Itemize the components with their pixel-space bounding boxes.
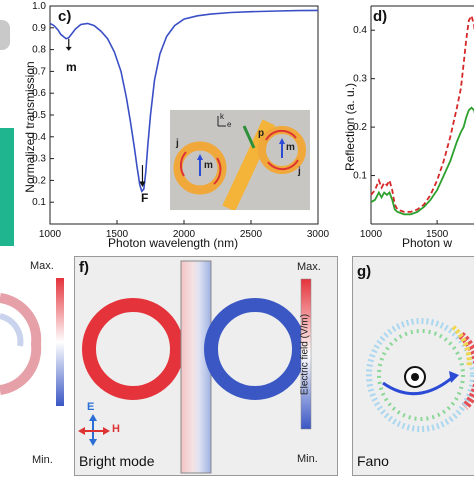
x-tick-label-c: 3000: [307, 229, 330, 240]
f-colorbar-min: Min.: [297, 453, 318, 465]
g-vector-field: [366, 318, 474, 432]
ylabel-d: Reflection (a. u.): [343, 82, 357, 172]
panel-e-max: Max.: [30, 260, 54, 272]
y-tick-label-d: 0.4: [353, 25, 367, 36]
y-tick-label-c: 0.8: [32, 45, 46, 56]
inset-label-p: p: [258, 128, 265, 139]
panel-label-d: d): [373, 8, 388, 25]
reflection-chart: 0.1 0.2 0.3 0.4 1000 1500: [353, 5, 474, 240]
y-tick-label-c: 0.4: [32, 132, 46, 143]
f-legend-h: H: [112, 423, 120, 435]
x-tick-label-c: 1500: [106, 229, 129, 240]
panel-f: f) Max. Min. Electric field (V/m) E H Br…: [74, 256, 338, 476]
y-tick-label-c: 0.3: [32, 154, 46, 165]
x-tick-label-c: 1000: [39, 229, 62, 240]
inset-label-j-left: j: [176, 138, 179, 149]
f-right-ring: [204, 298, 306, 400]
x-tick-label-d: 1000: [360, 229, 383, 240]
f-bar: [180, 260, 212, 474]
x-tick-label-c: 2500: [240, 229, 263, 240]
f-colorbar-max: Max.: [297, 261, 321, 273]
panel-e: Max. Min.: [0, 256, 70, 474]
inset-diagram: j m p m j k e: [170, 110, 310, 212]
panel-g-svg: [366, 318, 474, 432]
panel-e-svg: [0, 278, 64, 406]
y-tick-label-c: 1.0: [32, 1, 46, 12]
reflection-series-dashed: [370, 13, 474, 213]
f-left-ring: [82, 298, 184, 400]
annotation-m: m: [66, 60, 77, 74]
f-colorbar-title: Electric field (V/m): [299, 313, 311, 396]
xlabel-d: Photon w: [402, 236, 453, 250]
m-arrowhead: [65, 46, 72, 51]
y-tick-label-c: 0.6: [32, 88, 46, 99]
panel-label-c: c): [58, 8, 72, 25]
left-sliver-teal: [0, 128, 14, 246]
panel-label-f: f): [79, 259, 89, 276]
y-tick-label-c: 0.9: [32, 23, 46, 34]
annotation-F: F: [141, 191, 149, 205]
panel-e-ring: [0, 293, 42, 395]
inset-svg: [173, 116, 306, 212]
y-tick-label-c: 0.5: [32, 110, 46, 121]
transmission-series-line: [49, 9, 319, 193]
y-tick-label-d: 0.1: [353, 171, 367, 182]
reflection-series-solid: [370, 106, 474, 216]
panel-g: g) Fano: [352, 256, 474, 476]
y-tick-label-c: 0.1: [32, 197, 46, 208]
g-caption: Fano: [357, 453, 389, 469]
panel-e-min: Min.: [32, 454, 53, 466]
inset-label-e: e: [227, 120, 232, 129]
inset-label-m-right: m: [286, 142, 295, 153]
x-tick-label-d: 1500: [426, 229, 449, 240]
g-rotation-arrow: [382, 375, 454, 396]
y-tick-label-c: 0.7: [32, 66, 46, 77]
f-legend-e: E: [87, 401, 95, 413]
panel-f-svg: [78, 260, 312, 474]
left-ring: [173, 141, 227, 195]
left-ring-current: [179, 151, 187, 177]
left-sliver-gray: [0, 20, 10, 50]
inset-label-j-right: j: [298, 166, 301, 177]
xlabel-c: Photon wavelength (nm): [108, 236, 239, 250]
inset-label-m-left: m: [204, 160, 213, 171]
f-caption: Bright mode: [79, 453, 155, 469]
transmission-chart: 1000 1500 2000 2500 3000 0.1 0.2 0.3 0.4 0.5 0.6 0.…: [32, 1, 329, 240]
y-tick-label-c: 0.2: [32, 175, 46, 186]
f-colorbar: [300, 278, 312, 430]
inset-label-k: k: [220, 112, 224, 121]
panel-e-colorbar: [56, 278, 64, 406]
F-arrowhead: [139, 181, 146, 187]
panel-label-g: g): [357, 263, 372, 280]
y-tick-label-d: 0.3: [353, 74, 367, 85]
x-tick-label-c: 2000: [173, 229, 196, 240]
ylabel-c: Normalized transmission: [23, 61, 37, 193]
y-tick-label-d: 0.2: [353, 122, 367, 133]
p-arrow: [242, 125, 256, 149]
